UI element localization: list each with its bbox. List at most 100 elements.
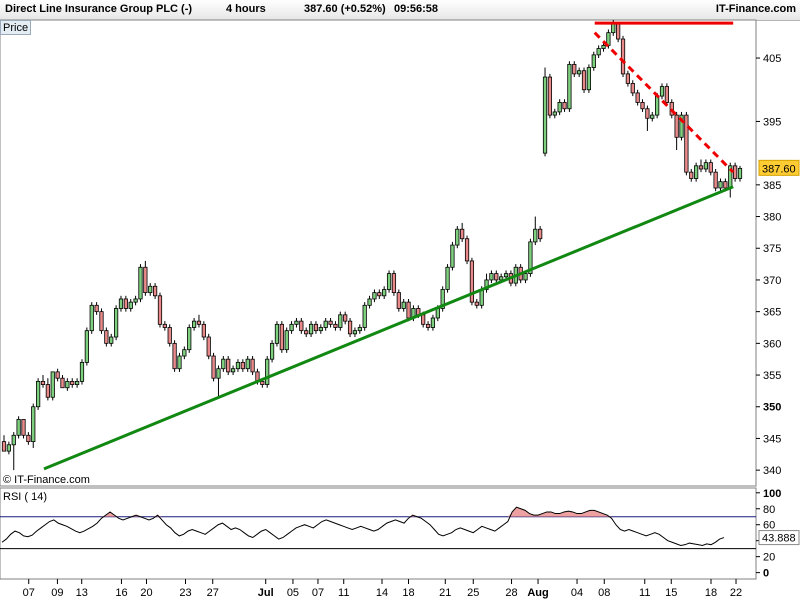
candle-body-down [343, 314, 348, 322]
candle [152, 283, 158, 299]
candle [567, 61, 572, 112]
candle-body-up [503, 273, 509, 278]
rsi-line [1, 506, 725, 546]
time-tick-label: 11 [639, 587, 650, 599]
candle-body-up [269, 342, 275, 360]
candle-body-up [308, 323, 314, 335]
candle-body-down [708, 162, 713, 173]
candle-body-down [469, 260, 475, 303]
candle [445, 264, 450, 293]
candle [450, 241, 455, 271]
candle-body-down [391, 273, 397, 294]
candle [396, 289, 401, 312]
candle-body-up [655, 95, 660, 116]
candle-body-up [445, 266, 450, 290]
candle [737, 165, 743, 182]
price-panel-label: Price [3, 22, 28, 34]
candle [620, 35, 626, 78]
candle-body-up [89, 304, 94, 332]
candle-body-down [684, 114, 689, 173]
candle-body-down [347, 320, 353, 335]
time-tick-label: 21 [439, 587, 451, 599]
candle [367, 295, 372, 309]
time-tick-label: 23 [179, 587, 191, 599]
candle [221, 356, 226, 372]
candle [391, 270, 397, 296]
time-tick-label: 22 [730, 587, 742, 599]
candle-body-down [640, 102, 645, 110]
candle-body-down [104, 330, 109, 344]
rsi-tick-label: 20 [763, 552, 775, 564]
candle-body-down [474, 301, 479, 306]
rsi-panel [0, 487, 757, 580]
timeframe-label: 4 hours [226, 3, 266, 15]
candle [401, 298, 406, 312]
candle [70, 378, 75, 388]
candle [89, 302, 94, 334]
rsi-overbought-fill [2, 507, 724, 517]
candle [128, 298, 133, 312]
time-tick-label: 05 [287, 587, 299, 599]
candle [40, 375, 46, 388]
rsi-tick-label: 0 [763, 568, 769, 580]
candle-body-down [674, 114, 679, 138]
price-change: 387.60 (+0.52%) [304, 3, 386, 15]
candle-body-down [55, 371, 60, 379]
brand-name: IT-Finance.com [715, 3, 796, 15]
candle [138, 264, 143, 303]
candle [84, 327, 89, 366]
candle [294, 317, 299, 328]
candle [143, 260, 148, 296]
price-panel [0, 19, 757, 487]
candle [650, 111, 655, 122]
candle [698, 159, 704, 173]
candle-body-up [11, 434, 16, 446]
candle-body-up [79, 361, 85, 382]
candle-body-down [70, 380, 75, 385]
price-tick-label: 340 [763, 465, 781, 477]
candle [177, 352, 182, 372]
candle [26, 432, 31, 445]
candle [6, 441, 11, 455]
candle-body-down [94, 304, 99, 313]
candle [547, 73, 553, 119]
candle-body-up [703, 162, 708, 170]
candle-body-up [737, 167, 743, 179]
resistance-trendline-dashed [593, 31, 735, 174]
candle [562, 99, 567, 112]
candle-body-down [581, 70, 587, 91]
candle-body-down [201, 323, 206, 338]
candle-body-up [450, 244, 455, 268]
candle [206, 333, 211, 360]
candle-body-down [421, 314, 426, 325]
candle-body-up [542, 76, 548, 154]
candle-body-down [333, 323, 338, 328]
candle-body-up [523, 273, 528, 281]
rsi-series [0, 506, 756, 550]
candle [265, 356, 270, 388]
candle-body-up [338, 314, 343, 328]
candle [689, 168, 694, 182]
candle [79, 359, 85, 385]
candle [172, 340, 177, 372]
candle [640, 99, 645, 112]
price-tick-label: 370 [763, 275, 781, 287]
time-tick-label: 28 [505, 587, 517, 599]
candle-body-up [601, 44, 606, 49]
candle-body-up [591, 54, 596, 68]
candle [557, 99, 562, 116]
time-tick-label: 08 [598, 587, 610, 599]
candle [601, 42, 606, 52]
candle-body-up [435, 308, 440, 319]
candle-body-up [528, 241, 533, 275]
candle-body-down [425, 323, 431, 328]
candle [274, 321, 280, 347]
candle [533, 216, 538, 246]
candle [99, 308, 104, 334]
candle [352, 327, 358, 338]
time-tick-label: 25 [467, 587, 479, 599]
candle-body-up [479, 289, 484, 306]
candle [269, 340, 275, 363]
candle-body-up [230, 368, 236, 373]
candle-body-down [494, 273, 499, 281]
